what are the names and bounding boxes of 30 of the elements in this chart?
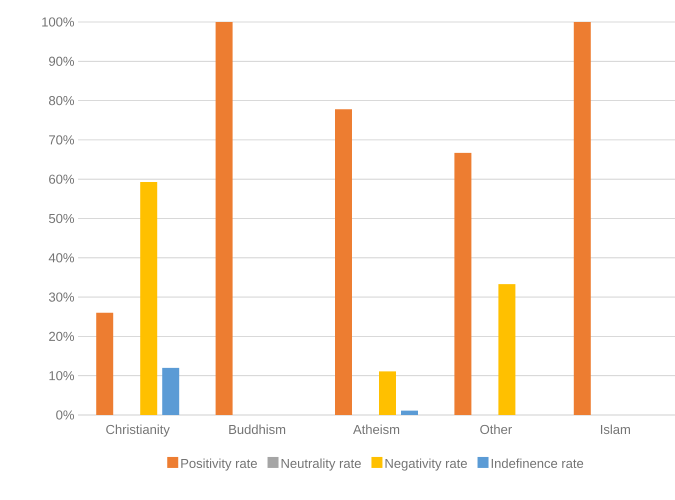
y-tick-label: 60%	[49, 174, 74, 184]
bar	[401, 410, 418, 415]
bar	[498, 284, 516, 415]
y-tick-label: 10%	[49, 371, 74, 380]
bar	[216, 22, 233, 415]
y-tick-label: 50%	[48, 214, 74, 224]
bar	[162, 368, 180, 415]
y-tick-label: 20%	[49, 332, 74, 341]
y-tick-label: 0%	[56, 410, 74, 420]
y-tick-label: 90%	[49, 56, 74, 66]
y-tick-label: 80%	[49, 96, 74, 106]
legend-label: Positivity rate	[181, 458, 257, 471]
y-tick-label: 30%	[48, 292, 74, 302]
legend-label: Indefinence rate	[492, 458, 584, 468]
x-tick-label: Buddhism	[229, 424, 286, 434]
x-tick-label: Other	[480, 424, 512, 434]
x-tick-label: Atheism	[353, 424, 400, 434]
bar	[574, 22, 591, 415]
bar	[454, 152, 472, 415]
legend-label: Neutrality rate	[282, 458, 361, 471]
bar	[96, 312, 114, 415]
legend-label: Negativity rate	[386, 458, 467, 471]
x-tick-label: Islam	[600, 424, 630, 434]
bar	[379, 371, 396, 415]
y-tick-label: 40%	[48, 253, 74, 262]
y-tick-label: 70%	[49, 135, 74, 144]
bar	[335, 109, 352, 415]
x-tick-label: Christianity	[106, 424, 170, 437]
bar	[140, 182, 158, 415]
y-tick-label: 100%	[42, 17, 74, 27]
